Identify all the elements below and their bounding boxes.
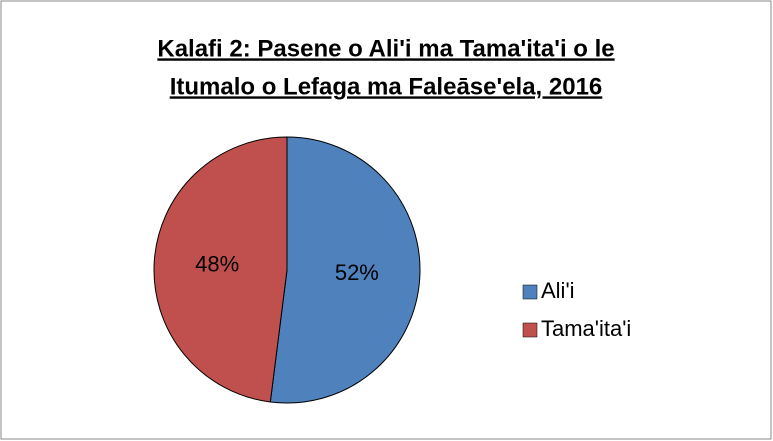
legend-label: Tama'ita'i <box>541 316 631 341</box>
legend-label: Ali'i <box>541 278 575 303</box>
legend-swatch <box>522 284 538 300</box>
pie-slice <box>269 136 421 404</box>
chart-title: Itumalo o Lefaga ma Faleāse'ela, 2016 <box>170 73 603 100</box>
chart-title: Kalafi 2: Pasene o Ali'i ma Tama'ita'i o… <box>157 35 614 62</box>
legend-swatch <box>522 322 538 338</box>
pie-slice <box>153 136 288 403</box>
value-label: 48% <box>195 251 239 276</box>
value-label: 52% <box>335 260 379 285</box>
